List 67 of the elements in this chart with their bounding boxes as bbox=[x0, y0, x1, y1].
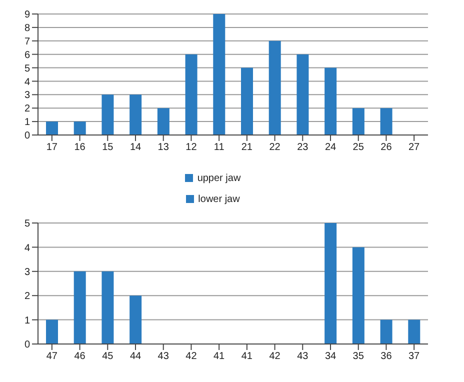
bar bbox=[296, 54, 309, 135]
bar bbox=[241, 68, 253, 135]
x-tick-label: 35 bbox=[352, 351, 364, 362]
bar bbox=[380, 108, 392, 135]
x-tick-label: 11 bbox=[214, 142, 225, 154]
x-tick-label: 26 bbox=[380, 142, 392, 154]
bar bbox=[352, 247, 364, 344]
x-tick-label: 41 bbox=[214, 351, 226, 362]
legend-label: upper jaw bbox=[197, 173, 241, 184]
x-tick-label: 27 bbox=[408, 142, 420, 154]
bar bbox=[46, 122, 58, 135]
bar bbox=[352, 108, 364, 135]
x-tick-label: 44 bbox=[130, 351, 142, 362]
y-tick-label: 0 bbox=[24, 130, 30, 142]
x-tick-label: 36 bbox=[380, 351, 392, 362]
x-tick-label: 23 bbox=[297, 142, 309, 154]
bar bbox=[324, 68, 337, 135]
y-tick-label: 3 bbox=[24, 266, 30, 278]
y-tick-label: 0 bbox=[24, 340, 30, 351]
y-tick-label: 1 bbox=[24, 315, 30, 326]
y-tick-label: 8 bbox=[24, 22, 30, 34]
x-tick-label: 21 bbox=[241, 142, 253, 154]
x-tick-label: 41 bbox=[241, 351, 253, 362]
x-tick-label: 16 bbox=[74, 142, 86, 154]
x-tick-label: 37 bbox=[408, 351, 420, 362]
bar bbox=[268, 40, 281, 135]
bar bbox=[102, 94, 114, 135]
y-tick-label: 5 bbox=[24, 218, 30, 230]
x-tick-label: 14 bbox=[130, 142, 142, 154]
x-tick-label: 46 bbox=[74, 351, 86, 362]
legend-label: lower jaw bbox=[198, 194, 240, 205]
x-tick-label: 13 bbox=[158, 142, 170, 154]
bar bbox=[324, 223, 337, 344]
x-tick-label: 43 bbox=[158, 351, 170, 362]
y-tick-label: 7 bbox=[24, 36, 30, 48]
bar bbox=[213, 14, 226, 135]
y-tick-label: 4 bbox=[24, 242, 30, 254]
y-tick-label: 5 bbox=[24, 63, 30, 74]
bar bbox=[157, 108, 170, 135]
x-tick-label: 15 bbox=[102, 142, 114, 154]
x-tick-label: 47 bbox=[46, 351, 58, 362]
x-tick-label: 43 bbox=[297, 351, 309, 362]
bar bbox=[408, 320, 420, 344]
bar bbox=[185, 54, 198, 135]
bar bbox=[74, 271, 86, 344]
x-tick-label: 12 bbox=[186, 142, 198, 154]
bar bbox=[130, 94, 142, 135]
y-tick-label: 6 bbox=[24, 50, 30, 61]
bar bbox=[102, 271, 114, 344]
bar bbox=[130, 296, 142, 344]
bar bbox=[380, 320, 392, 344]
y-tick-label: 1 bbox=[24, 117, 30, 128]
x-tick-label: 45 bbox=[102, 351, 114, 362]
y-tick-label: 3 bbox=[24, 90, 30, 102]
x-tick-label: 42 bbox=[186, 351, 198, 362]
x-tick-label: 25 bbox=[352, 142, 364, 154]
y-tick-label: 4 bbox=[24, 76, 30, 88]
x-tick-label: 17 bbox=[46, 142, 58, 154]
y-tick-label: 9 bbox=[24, 10, 30, 21]
x-tick-label: 42 bbox=[269, 351, 281, 362]
y-tick-label: 2 bbox=[24, 291, 30, 302]
x-tick-label: 34 bbox=[324, 351, 336, 362]
x-tick-label: 24 bbox=[324, 142, 336, 154]
x-tick-label: 22 bbox=[269, 142, 281, 154]
bar bbox=[74, 122, 86, 135]
bar bbox=[46, 320, 58, 344]
y-tick-label: 2 bbox=[24, 104, 30, 115]
